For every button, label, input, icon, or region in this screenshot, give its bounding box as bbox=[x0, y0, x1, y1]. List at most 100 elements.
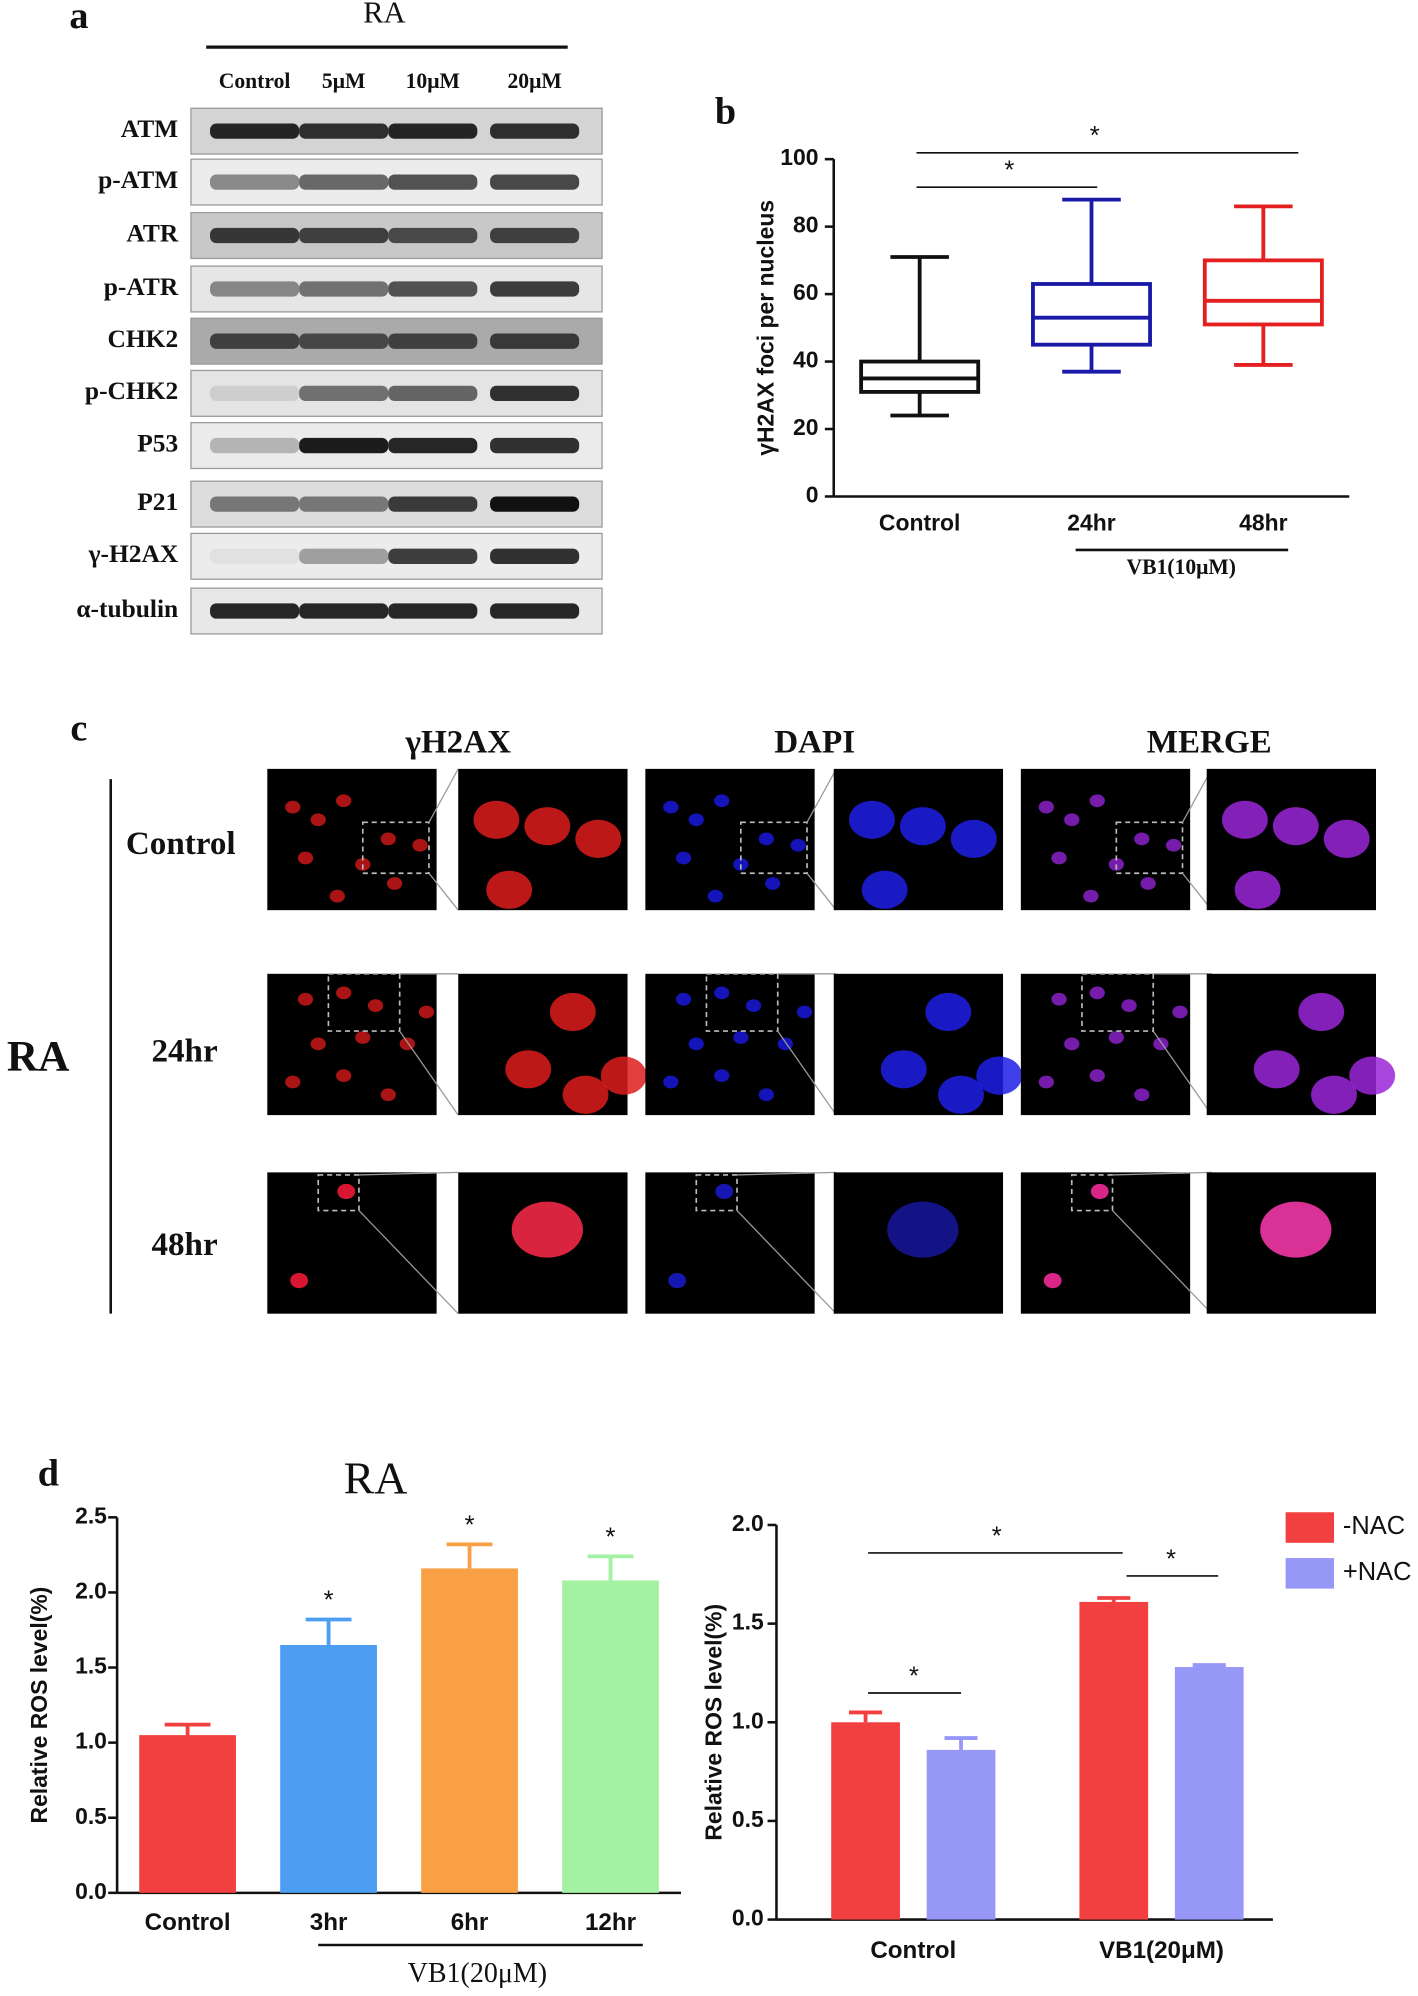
y-tick-label: 2.0 bbox=[75, 1577, 107, 1603]
x-tick-label: 24hr bbox=[1067, 510, 1115, 536]
nucleus bbox=[790, 838, 806, 852]
blot-band bbox=[490, 281, 580, 297]
lane-label: 20μM bbox=[507, 69, 561, 93]
bar bbox=[1174, 1667, 1244, 1920]
nucleus bbox=[1260, 1201, 1332, 1258]
nucleus bbox=[1038, 1075, 1054, 1089]
column-label: DAPI bbox=[774, 724, 855, 760]
protein-label: ATR bbox=[126, 218, 178, 247]
nucleus bbox=[1221, 800, 1268, 839]
nucleus bbox=[336, 794, 352, 808]
x-tick-label: Control bbox=[870, 1937, 956, 1964]
column-label: MERGE bbox=[1147, 724, 1272, 760]
micrograph bbox=[1020, 972, 1213, 1116]
nucleus bbox=[1165, 838, 1182, 852]
box bbox=[1031, 282, 1152, 347]
nucleus bbox=[668, 1272, 687, 1289]
protein-label: α-tubulin bbox=[76, 594, 178, 623]
nucleus bbox=[285, 1075, 301, 1089]
micrograph bbox=[458, 768, 628, 911]
blot-band bbox=[388, 123, 478, 139]
blot-band bbox=[388, 174, 478, 190]
group-label: RA bbox=[7, 1032, 70, 1080]
nucleus bbox=[290, 1272, 309, 1289]
legend-swatch bbox=[1285, 1558, 1334, 1589]
significance-label: * bbox=[606, 1523, 616, 1551]
blot-band bbox=[299, 603, 389, 619]
y-tick-label: 0.0 bbox=[732, 1905, 764, 1931]
nucleus bbox=[765, 877, 781, 890]
micrograph bbox=[645, 972, 837, 1116]
nucleus bbox=[714, 986, 730, 1000]
blot-band bbox=[299, 123, 389, 139]
panel-letter: b bbox=[715, 90, 736, 132]
nucleus bbox=[297, 851, 314, 865]
nucleus bbox=[511, 1201, 583, 1258]
protein-label: ATM bbox=[121, 114, 178, 143]
zoom-box bbox=[327, 972, 401, 1032]
y-axis-label: Relative ROS level(%) bbox=[700, 1604, 726, 1841]
nucleus bbox=[386, 877, 403, 890]
micrograph-bg bbox=[267, 768, 437, 911]
nucleus bbox=[1323, 819, 1370, 858]
blot-band bbox=[210, 174, 300, 190]
nucleus bbox=[707, 889, 724, 903]
x-tick-label: Control bbox=[145, 1909, 231, 1936]
y-tick-label: 1.5 bbox=[75, 1653, 107, 1679]
chart-title: RA bbox=[344, 1452, 408, 1503]
nucleus bbox=[1234, 870, 1281, 909]
nucleus bbox=[329, 889, 345, 903]
blot-band bbox=[299, 437, 389, 454]
zoom-box bbox=[361, 821, 430, 875]
y-tick-label: 0.5 bbox=[732, 1806, 764, 1832]
nucleus bbox=[1090, 1183, 1109, 1200]
blot-band bbox=[210, 437, 300, 454]
blot-band bbox=[490, 174, 580, 190]
zoom-line bbox=[777, 1030, 837, 1116]
legend-label: -NAC bbox=[1343, 1512, 1405, 1540]
zoom-line bbox=[1112, 1171, 1212, 1176]
nucleus bbox=[715, 1183, 734, 1200]
significance-label: * bbox=[465, 1511, 475, 1539]
significance-label: * bbox=[909, 1662, 919, 1690]
blot-band bbox=[210, 227, 300, 244]
nucleus bbox=[337, 1183, 356, 1200]
zoom-box bbox=[1115, 821, 1184, 875]
significance-label: * bbox=[992, 1522, 1002, 1550]
micrograph bbox=[1020, 768, 1213, 911]
y-axis-label: Relative ROS level(%) bbox=[26, 1587, 52, 1824]
blot-band bbox=[299, 333, 389, 349]
protein-label: γ-H2AX bbox=[88, 539, 179, 568]
nucleus bbox=[714, 1069, 730, 1083]
significance-label: * bbox=[324, 1586, 334, 1614]
protein-label: P21 bbox=[137, 487, 178, 516]
micrograph bbox=[833, 973, 1023, 1116]
nucleus bbox=[1064, 1037, 1080, 1051]
nucleus bbox=[336, 1069, 352, 1083]
column-label: γH2AX bbox=[404, 724, 511, 760]
blot-band bbox=[490, 227, 580, 244]
row-label: Control bbox=[126, 826, 236, 862]
blot-band bbox=[299, 496, 389, 512]
blot-band bbox=[299, 548, 389, 564]
blot-band bbox=[388, 437, 478, 454]
box bbox=[1202, 258, 1324, 327]
blot-band bbox=[210, 281, 300, 297]
micrograph bbox=[267, 1171, 459, 1315]
nucleus bbox=[473, 800, 520, 839]
bar bbox=[926, 1749, 996, 1920]
y-tick-label: 20 bbox=[793, 414, 818, 440]
micrograph bbox=[267, 972, 459, 1116]
blot-band bbox=[210, 548, 300, 564]
legend-label: +NAC bbox=[1343, 1558, 1412, 1586]
blot-band bbox=[490, 603, 580, 619]
blot-band bbox=[490, 333, 580, 349]
group-label: VB1(20μM) bbox=[408, 1958, 547, 1989]
zoom-box bbox=[705, 972, 779, 1032]
micrograph bbox=[645, 768, 837, 911]
y-tick-label: 40 bbox=[793, 347, 818, 373]
zoom-line bbox=[428, 872, 459, 911]
zoom-box bbox=[1070, 1174, 1114, 1212]
zoom-line bbox=[358, 1171, 459, 1176]
nucleus bbox=[663, 800, 679, 814]
